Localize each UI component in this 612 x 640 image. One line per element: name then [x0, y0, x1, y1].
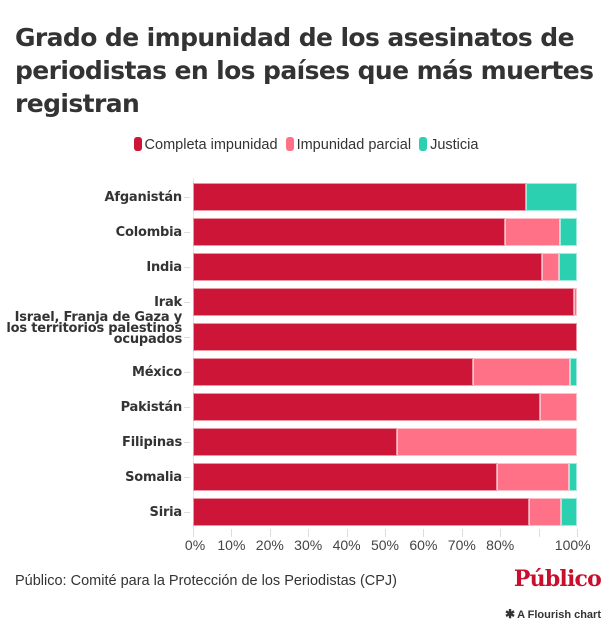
- bar-segment-justicia[interactable]: [559, 253, 577, 281]
- y-tick-mark: [184, 337, 190, 338]
- x-tick-label: 50%: [370, 537, 400, 553]
- y-tick-mark: [184, 267, 190, 268]
- x-tick-label: 0%: [184, 537, 206, 553]
- flourish-credit-label: A Flourish chart: [517, 609, 601, 621]
- y-tick-mark: [184, 477, 190, 478]
- legend-swatch: [133, 137, 142, 151]
- bar-segment-impunidad-parcial[interactable]: [529, 498, 561, 526]
- category-label: México: [131, 365, 182, 380]
- bar-segment-completa-impunidad[interactable]: [193, 393, 540, 421]
- x-tick-mark: [308, 529, 310, 537]
- bar-segment-impunidad-parcial[interactable]: [542, 253, 560, 281]
- y-tick-mark: [184, 442, 190, 443]
- bar-segment-completa-impunidad[interactable]: [193, 428, 398, 456]
- legend-item-completa[interactable]: Completa impunidad: [133, 137, 278, 153]
- category-label: Somalia: [125, 470, 182, 485]
- y-tick-mark: [184, 302, 190, 303]
- y-axis-line: [193, 178, 194, 530]
- legend-label: Impunidad parcial: [296, 137, 412, 153]
- bar-segment-justicia[interactable]: [560, 498, 577, 526]
- x-tick-label: 40%: [332, 537, 361, 553]
- x-tick-mark: [269, 529, 271, 537]
- x-tick-mark: [577, 529, 578, 537]
- bar-segment-justicia[interactable]: [525, 183, 577, 211]
- x-tick-label: 30%: [294, 537, 323, 553]
- bar-segment-justicia[interactable]: [570, 358, 577, 386]
- y-tick-mark: [184, 372, 190, 373]
- category-label: Israel, Franja de Gaza y los territorios …: [6, 310, 182, 347]
- bar-segment-impunidad-parcial[interactable]: [539, 393, 577, 421]
- legend-item-parcial[interactable]: Impunidad parcial: [285, 137, 412, 153]
- legend-swatch: [419, 137, 428, 151]
- bar-segment-justicia[interactable]: [568, 463, 577, 491]
- x-tick-label: 60%: [409, 537, 438, 553]
- bar-segment-completa-impunidad[interactable]: [193, 323, 577, 351]
- x-tick-mark: [193, 529, 194, 537]
- x-tick-mark: [423, 529, 425, 537]
- x-tick-mark: [231, 529, 233, 537]
- bar-segment-justicia[interactable]: [560, 218, 577, 246]
- bar-segment-impunidad-parcial[interactable]: [473, 358, 571, 386]
- legend-label: Completa impunidad: [144, 137, 278, 153]
- category-label: Pakistán: [120, 400, 183, 415]
- x-tick-label: 80%: [486, 537, 515, 553]
- bar-segment-impunidad-parcial[interactable]: [497, 463, 569, 491]
- x-tick-mark: [346, 529, 348, 537]
- category-label: Filipinas: [122, 435, 182, 450]
- bar-segment-completa-impunidad[interactable]: [193, 358, 474, 386]
- bar-segment-completa-impunidad[interactable]: [193, 498, 529, 526]
- legend: Completa impunidad Impunidad parcial Jus…: [0, 137, 612, 153]
- category-label: Afganistán: [104, 190, 183, 205]
- x-tick-label: 20%: [255, 537, 284, 553]
- publico-logo[interactable]: Público: [513, 566, 602, 592]
- x-tick-mark: [500, 529, 502, 537]
- asterisk-icon: ✱: [505, 607, 516, 621]
- bar-segment-impunidad-parcial[interactable]: [397, 428, 577, 456]
- bar-segment-completa-impunidad[interactable]: [193, 463, 498, 491]
- x-tick-label: 70%: [447, 537, 476, 553]
- legend-label: Justicia: [430, 137, 479, 153]
- bar-segment-completa-impunidad[interactable]: [193, 288, 574, 316]
- y-tick-mark: [184, 407, 190, 408]
- bar-segment-completa-impunidad[interactable]: [193, 183, 526, 211]
- x-tick-mark: [538, 529, 540, 537]
- x-tick-label: 100%: [554, 537, 591, 553]
- y-tick-mark: [184, 512, 190, 513]
- category-label: Colombia: [115, 225, 183, 240]
- y-tick-mark: [184, 197, 190, 198]
- category-label: India: [146, 260, 182, 275]
- category-label: Irak: [154, 295, 182, 310]
- x-tick-label: 10%: [217, 537, 246, 553]
- bar-segment-completa-impunidad[interactable]: [193, 218, 506, 246]
- legend-swatch: [285, 137, 294, 151]
- x-tick-mark: [461, 529, 463, 537]
- bar-segment-impunidad-parcial[interactable]: [573, 288, 577, 316]
- category-label: Siria: [149, 505, 183, 520]
- chart-title: Grado de impunidad de los asesinatos de …: [15, 23, 594, 118]
- bar-segment-impunidad-parcial[interactable]: [505, 218, 561, 246]
- y-tick-mark: [184, 232, 190, 233]
- source-note: Público: Comité para la Protección de lo…: [15, 573, 397, 589]
- flourish-credit[interactable]: ✱ A Flourish chart: [505, 607, 601, 621]
- x-tick-mark: [385, 529, 386, 537]
- bar-segment-completa-impunidad[interactable]: [193, 253, 543, 281]
- legend-item-justicia[interactable]: Justicia: [419, 137, 478, 153]
